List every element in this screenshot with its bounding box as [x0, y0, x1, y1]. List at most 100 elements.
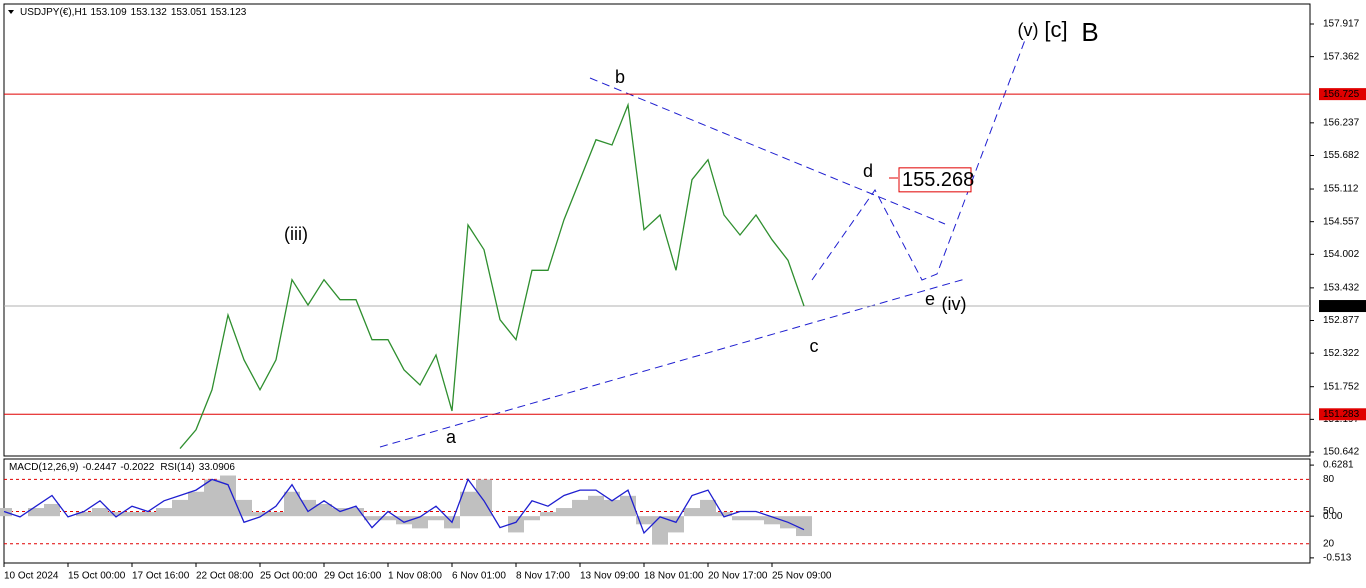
macd-bar — [108, 512, 124, 517]
x-tick-label: 13 Nov 09:00 — [580, 571, 640, 582]
macd-bar — [508, 516, 524, 533]
level-label: 156.725 — [1323, 89, 1360, 100]
macd-bar — [652, 516, 668, 545]
wave-label: B — [1081, 17, 1098, 47]
wave-label: e — [925, 289, 935, 309]
macd-bar — [252, 512, 268, 517]
target-label: 155.268 — [902, 169, 974, 191]
y-tick-label: 157.362 — [1323, 51, 1360, 62]
x-tick-label: 6 Nov 01:00 — [452, 571, 506, 582]
macd-bar — [268, 512, 284, 517]
macd-bar — [540, 512, 556, 517]
indicator-name: RSI(14) — [160, 462, 194, 473]
macd-bar — [412, 516, 428, 529]
macd-bar — [460, 491, 476, 517]
wave-label: (v) — [1018, 20, 1039, 40]
macd-bar — [716, 512, 732, 517]
x-tick-label: 20 Nov 17:00 — [708, 571, 768, 582]
macd-bar — [604, 499, 620, 517]
y2-tick-label: 0.00 — [1323, 511, 1343, 522]
wave-label: b — [615, 67, 625, 87]
target-box — [898, 167, 972, 193]
macd-bar — [204, 479, 220, 517]
macd-bar — [588, 495, 604, 517]
x-tick-label: 22 Oct 08:00 — [196, 571, 254, 582]
macd-bar — [156, 508, 172, 517]
macd-bar — [428, 516, 444, 521]
macd-bar — [748, 516, 764, 521]
macd-bar — [284, 491, 300, 517]
y-tick-label: 50 — [1323, 506, 1335, 517]
quote-value: 153.132 — [131, 7, 168, 18]
macd-bar — [796, 516, 812, 537]
lower-trendline — [379, 278, 966, 448]
macd-bar — [684, 508, 700, 517]
macd-bar — [700, 499, 716, 517]
macd-bar — [220, 475, 236, 517]
y2-tick-label: -0.513 — [1323, 553, 1352, 564]
x-tick-label: 25 Nov 09:00 — [772, 571, 832, 582]
macd-bar — [316, 503, 332, 517]
level-label-box — [1319, 300, 1366, 313]
wave-label: [c] — [1044, 17, 1067, 42]
y-tick-label: 20 — [1323, 538, 1335, 549]
macd-bar — [172, 499, 188, 517]
projection — [811, 39, 1026, 281]
macd-bar — [140, 512, 156, 517]
wave-label: (iii) — [284, 224, 308, 244]
macd-bar — [124, 512, 140, 517]
macd-bar — [524, 516, 540, 521]
x-tick-label: 8 Nov 17:00 — [516, 571, 570, 582]
symbol: USDJPY(€),H1 — [20, 7, 88, 18]
macd-bar — [396, 516, 412, 525]
macd-bar — [636, 516, 652, 525]
level-label: 151.283 — [1323, 409, 1360, 420]
y-tick-label: 150.642 — [1323, 447, 1360, 458]
indicator-readout: -0.2447 — [82, 462, 116, 473]
macd-bar — [348, 508, 364, 517]
y-tick-label: 155.112 — [1323, 184, 1359, 195]
x-tick-label: 29 Oct 16:00 — [324, 571, 382, 582]
upper-trendline — [589, 77, 946, 225]
x-tick-label: 18 Nov 01:00 — [644, 571, 704, 582]
y-tick-label: 154.557 — [1323, 216, 1360, 227]
macd-bar — [28, 508, 44, 517]
indicator-name: MACD(12,26,9) — [9, 462, 78, 473]
macd-bar — [380, 516, 396, 521]
macd-bar — [764, 516, 780, 525]
macd-bar — [92, 508, 108, 517]
y-tick-label: 157.917 — [1323, 19, 1360, 30]
x-tick-label: 15 Oct 00:00 — [68, 571, 126, 582]
y-tick-label: 155.682 — [1323, 150, 1360, 161]
x-tick-label: 25 Oct 00:00 — [260, 571, 318, 582]
macd-bar — [76, 512, 92, 517]
x-tick-label: 17 Oct 16:00 — [132, 571, 190, 582]
main-panel — [3, 3, 1311, 457]
price-line — [179, 102, 805, 450]
y-tick-label: 156.237 — [1323, 117, 1360, 128]
y-tick-label: 153.432 — [1323, 283, 1360, 294]
rsi-line — [3, 478, 805, 535]
y-tick-label: 152.877 — [1323, 315, 1360, 326]
quote-value: 153.123 — [210, 7, 247, 18]
y-tick-label: 151.752 — [1323, 381, 1360, 392]
macd-bar — [44, 503, 60, 517]
wave-label: c — [810, 336, 819, 356]
quote-value: 153.051 — [171, 7, 208, 18]
x-tick-label: 10 Oct 2024 — [4, 571, 59, 582]
y-tick-label: 152.322 — [1323, 348, 1360, 359]
level-label-box — [1319, 408, 1366, 421]
macd-bar — [556, 508, 572, 517]
macd-bar — [572, 499, 588, 517]
macd-bar — [668, 516, 684, 533]
indicator-readout: -0.2022 — [120, 462, 154, 473]
quote-value: 153.109 — [91, 7, 128, 18]
y-tick-label: 80 — [1323, 474, 1335, 485]
level-label: 153.123 — [1323, 301, 1360, 312]
y2-tick-label: 0.6281 — [1323, 460, 1354, 471]
x-tick-label: 1 Nov 08:00 — [388, 571, 442, 582]
y-tick-label: 154.002 — [1323, 249, 1360, 260]
wave-label: a — [446, 427, 457, 447]
macd-bar — [364, 516, 380, 521]
